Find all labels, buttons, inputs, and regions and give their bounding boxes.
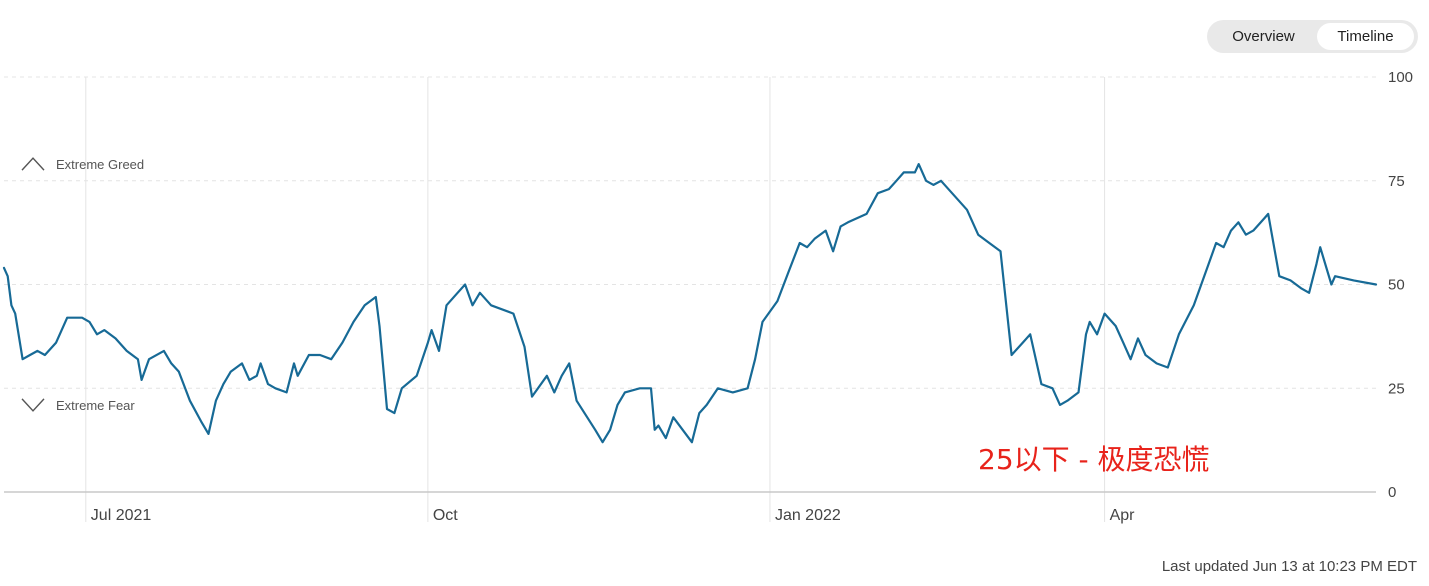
last-updated-text: Last updated Jun 13 at 10:23 PM EDT (1161, 558, 1417, 575)
fear-greed-timeline-chart: 0 25 50 75 100 Jul 2021 Oct Jan 2022 Apr Extreme … (2, 69, 1413, 524)
x-tick-label-1: Oct (433, 507, 458, 524)
zone-label-1: Extreme Fear (56, 398, 135, 413)
y-tick-label-75: 75 (1388, 173, 1405, 190)
view-toggle: Overview Timeline (1207, 20, 1418, 53)
x-tick-label-0: Jul 2021 (91, 507, 152, 524)
y-tick-label-25: 25 (1388, 380, 1405, 397)
y-tick-label-0: 0 (1388, 484, 1396, 501)
chevron-down-icon (21, 398, 45, 412)
y-tick-label-50: 50 (1388, 277, 1405, 294)
chevron-up-icon (21, 157, 45, 171)
x-tick-label-2: Jan 2022 (775, 507, 841, 524)
x-tick-label-3: Apr (1110, 507, 1136, 524)
y-tick-label-100: 100 (1388, 69, 1413, 86)
timeline-toggle-button[interactable]: Timeline (1317, 23, 1414, 50)
overview-toggle-button[interactable]: Overview (1232, 28, 1295, 45)
series-line-0 (2, 163, 1378, 444)
annotation-label: 25以下 - 极度恐慌 (978, 443, 1210, 476)
zone-label-0: Extreme Greed (56, 157, 144, 172)
